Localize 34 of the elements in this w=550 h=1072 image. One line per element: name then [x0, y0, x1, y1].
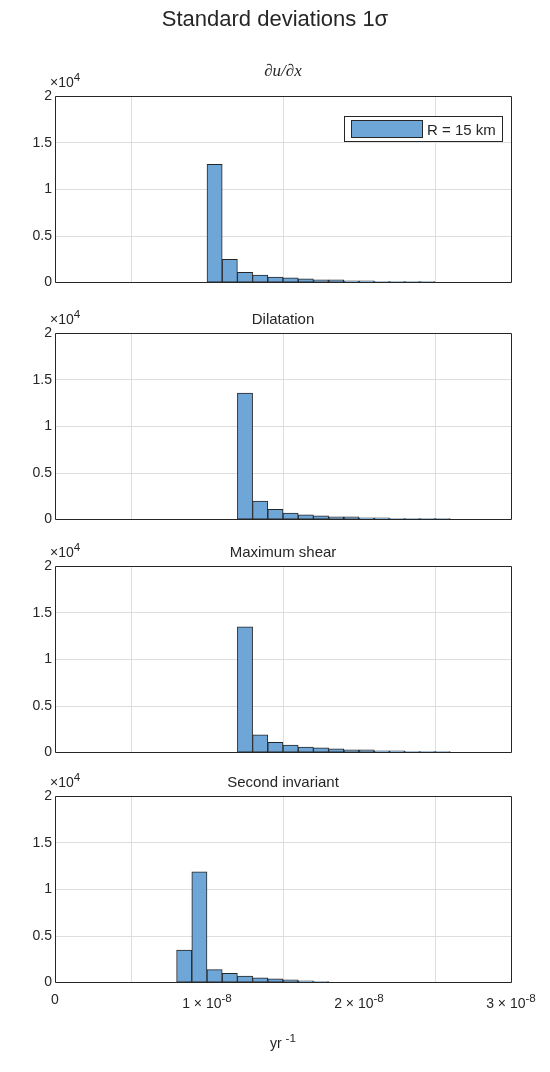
y-tick-label: 1: [44, 180, 53, 197]
chart-title: Maximum shear: [229, 543, 337, 560]
x-tick-label: 3 × 10$^{-8}$: [486, 990, 536, 1011]
y-tick-label: 2: [44, 324, 53, 341]
y-tick-label: 1: [44, 880, 53, 897]
y-tick-label: 0.5: [32, 926, 53, 943]
text: ×10$^{4}$: [50, 70, 81, 90]
chart-title: Second invariant: [227, 773, 339, 790]
y-tick-label: 0: [44, 973, 53, 990]
y-tick-label: 1.5: [32, 370, 53, 387]
y-tick-label: 1.5: [32, 833, 53, 850]
y-tick-label: 0.5: [32, 696, 53, 713]
x-axis-title: yr $^{-1}$: [269, 1030, 297, 1051]
chart-subtitle: ∂u/∂x: [264, 61, 302, 80]
y-tick-label: 2: [44, 787, 53, 804]
legend-label: R = 15 km: [427, 120, 496, 138]
y-tick-label: 0.5: [32, 463, 53, 480]
y-tick-label: 2: [44, 87, 53, 104]
y-tick-label: 1.5: [32, 133, 53, 150]
chart-title: Standard deviations 1σ: [160, 6, 390, 32]
x-tick-label: 2 × 10$^{-8}$: [334, 990, 384, 1011]
text: ×10$^{4}$: [50, 770, 81, 790]
y-tick-label: 1: [44, 417, 53, 434]
y-tick-label: 0.5: [32, 226, 53, 243]
y-tick-label: 2: [44, 557, 53, 574]
y-tick-label: 1.5: [32, 603, 53, 620]
chart-title: Dilatation: [251, 310, 315, 327]
text: ×10$^{4}$: [50, 307, 81, 327]
y-tick-label: 0: [44, 743, 53, 760]
y-tick-label: 0: [44, 273, 53, 290]
x-tick-label: 1 × 10$^{-8}$: [182, 990, 232, 1011]
y-tick-label: 1: [44, 650, 53, 667]
y-tick-label: 0: [44, 510, 53, 527]
text: ×10$^{4}$: [50, 540, 81, 560]
